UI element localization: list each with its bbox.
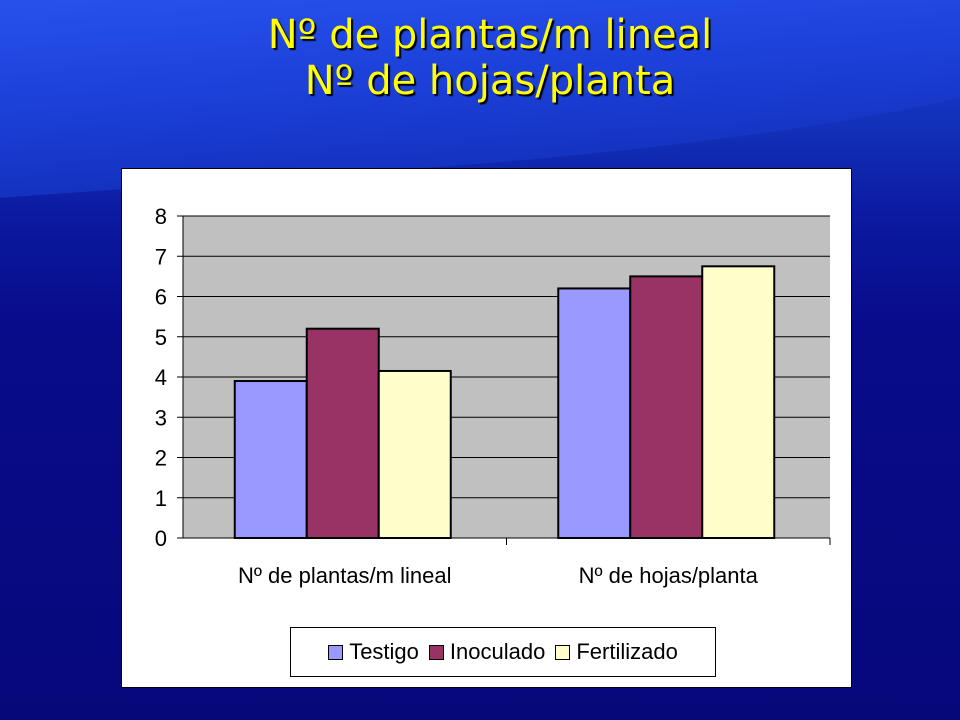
legend-label-fertilizado: Fertilizado xyxy=(576,639,678,664)
legend-item-inoculado: Inoculado xyxy=(428,639,546,665)
legend-label-testigo: Testigo xyxy=(349,639,419,664)
x-tick-label: Nº de plantas/m lineal xyxy=(238,563,451,588)
legend-swatch-fertilizado xyxy=(555,644,571,660)
bar-testigo xyxy=(233,380,308,539)
y-tick-label: 5 xyxy=(155,325,167,350)
legend-item-fertilizado: Fertilizado xyxy=(555,639,678,665)
legend-item-testigo: Testigo xyxy=(328,639,419,665)
bar-fertilizado xyxy=(377,369,452,539)
bar-inoculado xyxy=(305,327,380,540)
slide-title-line-1: Nº de plantas/m lineal xyxy=(267,12,713,58)
slide-title-line-2: Nº de hojas/planta xyxy=(304,58,676,104)
legend-swatch-testigo xyxy=(328,644,344,660)
y-tick-label: 1 xyxy=(155,486,167,511)
y-tick-label: 6 xyxy=(155,285,167,310)
y-tick-label: 7 xyxy=(155,244,167,269)
bar-testigo xyxy=(557,287,632,540)
y-tick-label: 0 xyxy=(155,526,167,551)
slide-title: Nº de plantas/m lineal Nº de hojas/plant… xyxy=(0,12,960,104)
x-tick-label: Nº de hojas/planta xyxy=(579,563,759,588)
y-tick-label: 4 xyxy=(155,365,167,390)
chart-legend: Testigo Inoculado Fertilizado xyxy=(290,627,716,677)
legend-label-inoculado: Inoculado xyxy=(449,639,546,664)
y-tick-label: 2 xyxy=(155,446,167,471)
bar-fertilizado xyxy=(701,265,776,539)
y-tick-label: 3 xyxy=(155,405,167,430)
y-tick-label: 8 xyxy=(155,204,167,229)
bar-inoculado xyxy=(629,275,704,539)
legend-swatch-inoculado xyxy=(428,644,444,660)
